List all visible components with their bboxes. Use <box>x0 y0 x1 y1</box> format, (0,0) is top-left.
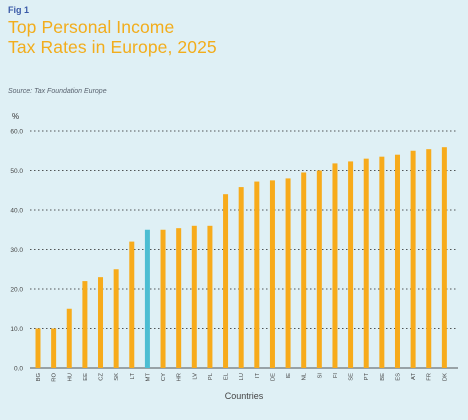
bar-lu <box>238 187 244 368</box>
x-tick-label: LU <box>239 373 245 380</box>
bar-nl <box>301 172 307 368</box>
bar-be <box>379 156 385 368</box>
x-tick-label: BE <box>380 373 386 381</box>
bar-si <box>316 170 322 368</box>
bar-sk <box>113 269 119 368</box>
y-axis-unit-label: % <box>12 112 20 121</box>
chart-title-line-1: Top Personal Income <box>8 17 175 37</box>
x-tick-label: NL <box>302 372 308 380</box>
x-tick-label: RO <box>52 373 58 382</box>
bar-fr <box>426 149 432 368</box>
bar-es <box>394 154 400 368</box>
x-tick-label: CZ <box>99 373 105 381</box>
x-tick-label: DK <box>442 373 448 381</box>
bar-it <box>254 181 260 368</box>
y-tick-label: 10.0 <box>10 326 23 333</box>
x-tick-label: IT <box>255 373 261 379</box>
x-tick-label: LT <box>130 373 136 380</box>
bar-ee <box>82 281 88 368</box>
x-tick-label: LV <box>192 373 198 380</box>
bar-ie <box>285 178 291 368</box>
bar-bg <box>35 328 41 368</box>
x-tick-label: HU <box>67 373 73 381</box>
bar-lv <box>191 225 197 368</box>
bar-ro <box>51 328 57 368</box>
bar-at <box>410 150 416 368</box>
x-axis-title: Countries <box>224 391 264 401</box>
x-tick-label: CY <box>161 373 167 381</box>
x-tick-label: PL <box>208 372 214 380</box>
y-tick-label: 40.0 <box>10 208 23 215</box>
chart-title: Top Personal Income Tax Rates in Europe,… <box>8 17 217 57</box>
bar-dk <box>441 147 447 368</box>
y-tick-label: 30.0 <box>10 247 23 254</box>
y-tick-label: 0.0 <box>14 366 23 373</box>
bar-el <box>223 194 229 368</box>
bar-hu <box>66 308 72 368</box>
y-tick-label: 60.0 <box>10 129 23 136</box>
y-tick-label: 50.0 <box>10 168 23 175</box>
bar-cz <box>98 277 104 368</box>
x-tick-label: FR <box>427 373 433 381</box>
x-tick-label: SE <box>349 373 355 381</box>
bar-hr <box>176 228 182 368</box>
bar-lt <box>129 241 135 368</box>
bar-mt <box>144 229 150 368</box>
x-tick-label: DE <box>270 373 276 381</box>
bar-de <box>269 180 275 368</box>
chart-title-line-2: Tax Rates in Europe, 2025 <box>8 37 217 57</box>
x-tick-label: PT <box>364 373 370 381</box>
y-tick-label: 20.0 <box>10 287 23 294</box>
x-tick-label: EL <box>224 372 230 380</box>
x-tick-label: IE <box>286 373 292 379</box>
bar-pt <box>363 158 369 368</box>
source-note: Source: Tax Foundation Europe <box>8 88 107 95</box>
figure-label: Fig 1 <box>8 5 30 15</box>
bar-cy <box>160 229 166 368</box>
bar-se <box>348 161 354 368</box>
bar-fi <box>332 163 338 368</box>
x-tick-label: HR <box>177 373 183 381</box>
x-tick-label: AT <box>411 373 417 380</box>
x-tick-label: SK <box>114 373 120 381</box>
x-tick-label: FI <box>333 373 339 379</box>
x-tick-label: MT <box>145 373 151 382</box>
x-tick-label: SI <box>317 373 323 379</box>
bar-pl <box>207 225 213 368</box>
x-tick-label: EE <box>83 373 89 381</box>
x-tick-label: ES <box>395 373 401 381</box>
x-tick-label: BG <box>36 373 42 382</box>
